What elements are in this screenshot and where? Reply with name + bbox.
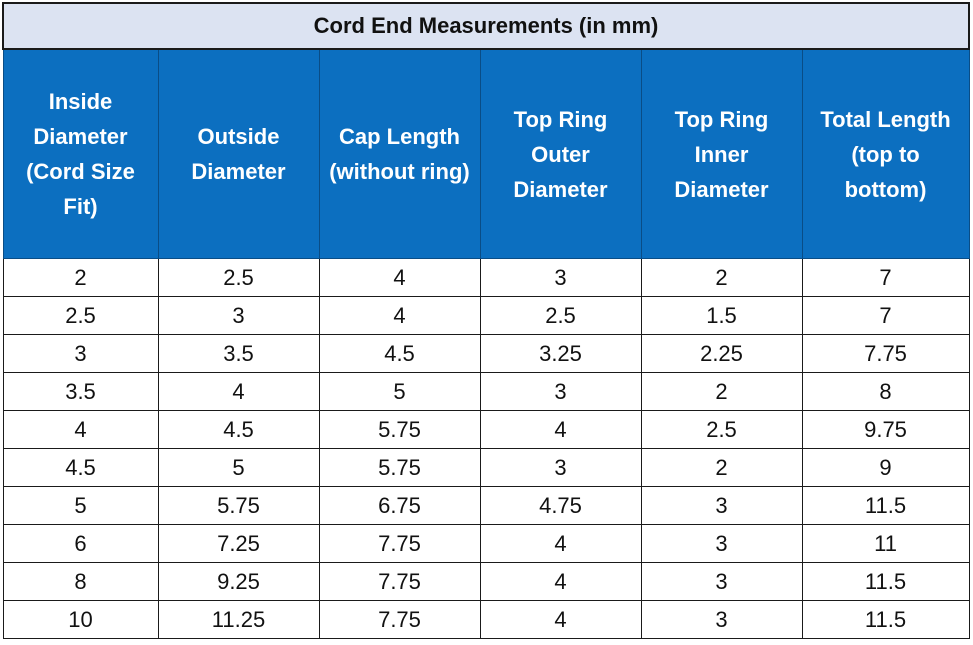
table-title: Cord End Measurements (in mm): [1, 2, 971, 50]
table-cell: 11.5: [801, 562, 970, 601]
table-cell: 5.75: [157, 486, 320, 525]
table-cell: 6: [2, 524, 159, 563]
header-line: (without ring): [329, 159, 470, 184]
table-cell: 11.5: [801, 600, 970, 639]
table-cell: 7.75: [318, 562, 481, 601]
header-top-ring-outer-diameter: Top Ring Outer Diameter: [479, 48, 642, 259]
table-cell: 11: [801, 524, 970, 563]
table-cell: 3: [640, 600, 803, 639]
table-cell: 9: [801, 448, 970, 487]
table-cell: 2.5: [2, 296, 159, 335]
table-cell: 4: [479, 410, 642, 449]
table-row: 2.5 3 4 2.5 1.5 7: [2, 296, 970, 335]
table-cell: 2: [640, 448, 803, 487]
table-cell: 7.75: [318, 524, 481, 563]
table-cell: 3.5: [2, 372, 159, 411]
table-cell: 4.5: [2, 448, 159, 487]
header-cap-length: Cap Length (without ring): [318, 48, 481, 259]
table-cell: 2.5: [479, 296, 642, 335]
table-row: 3 3.5 4.5 3.25 2.25 7.75: [2, 334, 970, 373]
table-row: 10 11.25 7.75 4 3 11.5: [2, 600, 970, 639]
table-cell: 4: [479, 562, 642, 601]
header-line: Diameter: [513, 176, 608, 202]
table-cell: 7.75: [801, 334, 970, 373]
table-cell: 4.5: [318, 334, 481, 373]
table-cell: 5.75: [318, 410, 481, 449]
table-cell: 6.75: [318, 486, 481, 525]
table-cell: 3.25: [479, 334, 642, 373]
table-cell: 3: [2, 334, 159, 373]
table-cell: 5: [157, 448, 320, 487]
table-cell: 3: [479, 258, 642, 297]
title-row: Cord End Measurements (in mm): [1, 2, 971, 50]
table-row: 4 4.5 5.75 4 2.5 9.75: [2, 410, 970, 449]
table-row: 6 7.25 7.75 4 3 11: [2, 524, 970, 563]
table-row: 3.5 4 5 3 2 8: [2, 372, 970, 411]
table-cell: 7: [801, 258, 970, 297]
table-cell: 3: [640, 524, 803, 563]
header-line: Inside: [48, 89, 113, 114]
header-line: Fit): [63, 194, 98, 219]
table-cell: 2: [2, 258, 159, 297]
table-cell: 8: [2, 562, 159, 601]
table-row: 4.5 5 5.75 3 2 9: [2, 448, 970, 487]
header-line: (Cord Size: [26, 159, 135, 184]
header-line: Cap Length: [339, 124, 460, 149]
table-cell: 10: [2, 600, 159, 639]
table-cell: 4.75: [479, 486, 642, 525]
table-cell: 9.75: [801, 410, 970, 449]
table-cell: 3: [640, 486, 803, 525]
table-row: 8 9.25 7.75 4 3 11.5: [2, 562, 970, 601]
table-cell: 2.5: [157, 258, 320, 297]
table-row: 2 2.5 4 3 2 7: [2, 258, 970, 297]
table-cell: 9.25: [157, 562, 320, 601]
table-cell: 7.75: [318, 600, 481, 639]
header-line: Top Ring: [513, 106, 608, 132]
table-cell: 5: [2, 486, 159, 525]
header-row: Inside Diameter (Cord Size Fit) Outside …: [2, 48, 970, 259]
header-outside-diameter: Outside Diameter: [157, 48, 320, 259]
table-cell: 5: [318, 372, 481, 411]
table-cell: 5.75: [318, 448, 481, 487]
header-line: Diameter: [191, 159, 286, 184]
header-line: Total Length: [820, 106, 951, 132]
table-cell: 1.5: [640, 296, 803, 335]
header-total-length: Total Length (top to bottom): [801, 48, 970, 259]
table-cell: 3: [157, 296, 320, 335]
table-cell: 4: [479, 524, 642, 563]
table-cell: 4: [479, 600, 642, 639]
table-row: 5 5.75 6.75 4.75 3 11.5: [2, 486, 970, 525]
table-cell: 2.5: [640, 410, 803, 449]
header-top-ring-inner-diameter: Top Ring Inner Diameter: [640, 48, 803, 259]
header-line: Top Ring: [674, 106, 769, 132]
table-cell: 4.5: [157, 410, 320, 449]
table-cell: 4: [157, 372, 320, 411]
table-cell: 3.5: [157, 334, 320, 373]
header-line: bottom): [844, 176, 927, 202]
table-cell: 11.5: [801, 486, 970, 525]
table-cell: 7: [801, 296, 970, 335]
table-cell: 2.25: [640, 334, 803, 373]
table-cell: 3: [640, 562, 803, 601]
table-cell: 4: [318, 258, 481, 297]
header-line: (top to: [851, 141, 920, 167]
header-line: Outside: [197, 124, 280, 149]
table-cell: 2: [640, 372, 803, 411]
table-cell: 3: [479, 448, 642, 487]
table-cell: 4: [2, 410, 159, 449]
table-cell: 11.25: [157, 600, 320, 639]
header-inside-diameter: Inside Diameter (Cord Size Fit): [2, 48, 159, 259]
header-line: Diameter: [674, 176, 769, 202]
table-cell: 4: [318, 296, 481, 335]
header-line: Diameter: [33, 124, 128, 149]
header-line: Inner: [694, 141, 749, 167]
table-cell: 2: [640, 258, 803, 297]
table-cell: 8: [801, 372, 970, 411]
table-cell: 3: [479, 372, 642, 411]
header-line: Outer: [531, 141, 590, 167]
table-cell: 7.25: [157, 524, 320, 563]
